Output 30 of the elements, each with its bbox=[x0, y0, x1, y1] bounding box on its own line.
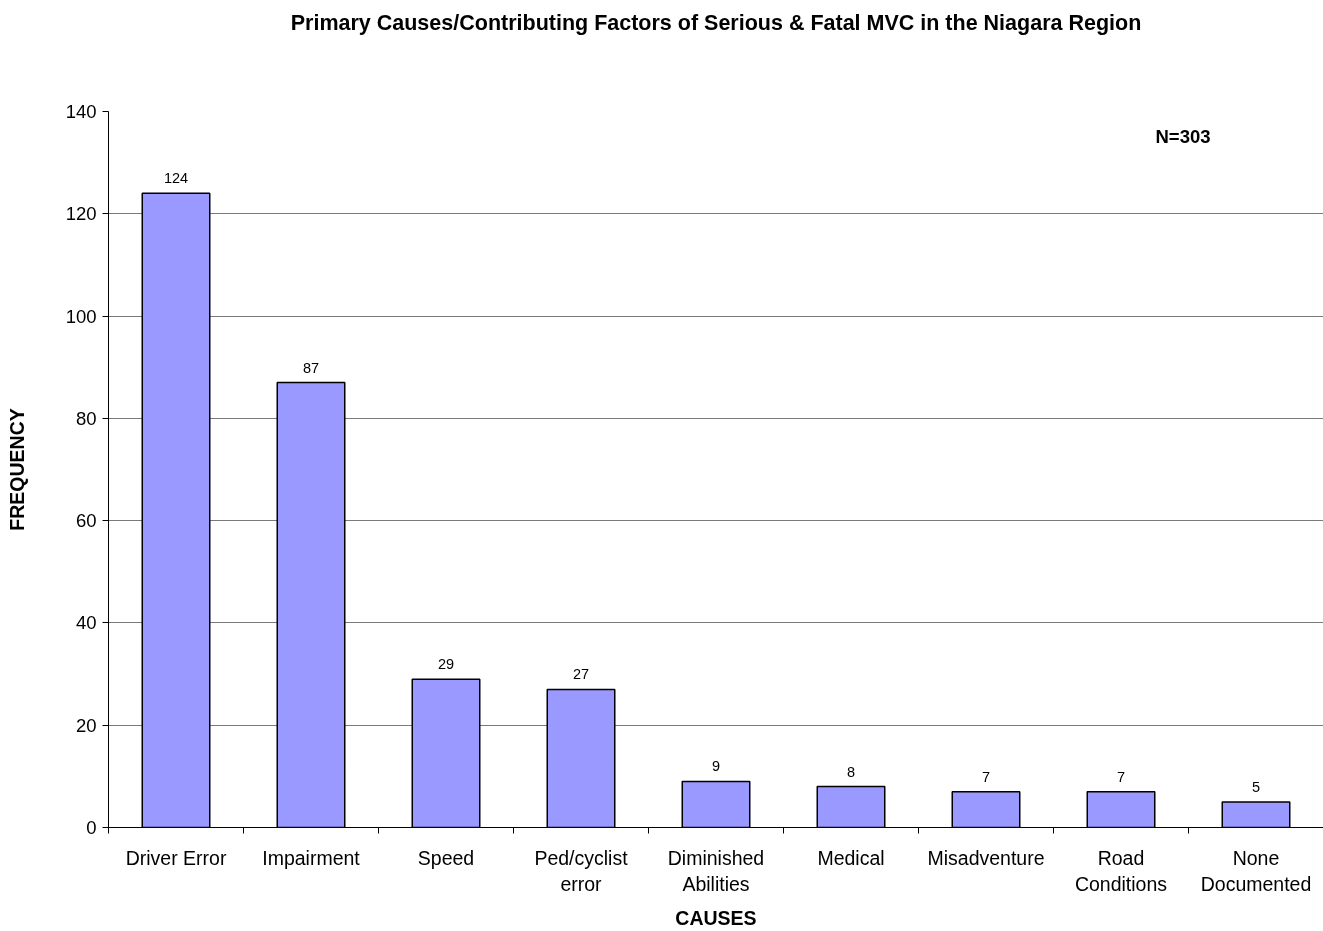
data-label: 7 bbox=[981, 768, 991, 785]
data-label: 124 bbox=[163, 170, 189, 187]
x-tick-label: Speed bbox=[417, 846, 475, 869]
y-tick-label: 80 bbox=[75, 407, 97, 429]
x-tick-label: Medical bbox=[817, 846, 885, 869]
data-label: 5 bbox=[1251, 778, 1261, 795]
y-tick-label: 60 bbox=[75, 510, 97, 532]
data-label: 9 bbox=[711, 758, 721, 775]
y-axis-title: FREQUENCY bbox=[5, 408, 28, 531]
data-label: 8 bbox=[846, 763, 856, 780]
x-tick-label: Ped/cyclist error bbox=[534, 846, 629, 895]
x-axis-title: CAUSES bbox=[675, 906, 757, 929]
annotation: N=303 bbox=[1155, 125, 1211, 147]
x-tick-label: Driver Error bbox=[125, 846, 227, 869]
chart-title: Primary Causes/Contributing Factors of Serious & Fatal MVC in the Niagara Region bbox=[290, 10, 1142, 35]
data-label: 27 bbox=[572, 666, 590, 683]
y-tick-label: 40 bbox=[75, 612, 97, 634]
x-tick-label: Misadventure bbox=[927, 846, 1045, 869]
y-tick-label: 20 bbox=[75, 714, 97, 736]
data-label: 7 bbox=[1116, 768, 1126, 785]
data-label: 87 bbox=[302, 359, 320, 376]
x-tick-label: None Documented bbox=[1200, 846, 1312, 895]
y-tick-label: 140 bbox=[65, 101, 97, 122]
y-tick-label: 100 bbox=[65, 305, 97, 327]
y-tick-label: 120 bbox=[65, 203, 97, 225]
x-tick-label: Impairment bbox=[262, 846, 361, 869]
y-tick-label: 0 bbox=[86, 817, 97, 838]
x-tick-label: Diminished Abilities bbox=[667, 846, 765, 895]
x-tick-label: Road Conditions bbox=[1074, 846, 1168, 895]
data-label: 29 bbox=[437, 656, 455, 673]
